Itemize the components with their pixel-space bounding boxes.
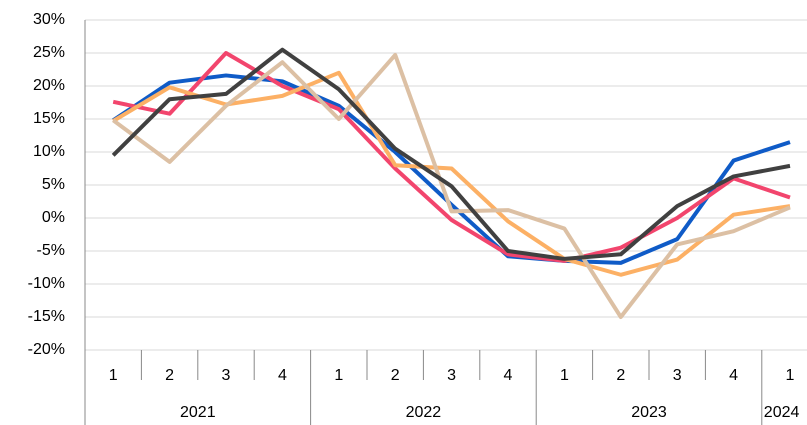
x-tick-label: 3	[447, 367, 456, 384]
x-tick-label: 1	[109, 367, 118, 384]
y-tick-label: 10%	[33, 143, 65, 160]
y-tick-label: -20%	[28, 341, 65, 358]
y-tick-label: 15%	[33, 110, 65, 127]
series-line	[111, 47, 791, 261]
series-line	[112, 70, 791, 277]
group-label: 2021	[180, 404, 216, 421]
y-tick-label: -10%	[28, 275, 65, 292]
y-tick-label: 0%	[42, 209, 65, 226]
x-tick-label: 2	[391, 367, 400, 384]
x-tick-label: 1	[786, 367, 795, 384]
x-tick-label: 2	[165, 367, 174, 384]
x-tick-label: 2	[616, 367, 625, 384]
y-tick-label: -5%	[37, 242, 65, 259]
x-tick-label: 1	[560, 367, 569, 384]
group-label: 2023	[631, 404, 667, 421]
x-tick-label: 4	[504, 367, 513, 384]
x-tick-label: 4	[729, 367, 738, 384]
y-tick-label: -15%	[28, 308, 65, 325]
y-tick-label: 25%	[33, 44, 65, 61]
y-tick-label: 20%	[33, 77, 65, 94]
series-line	[112, 73, 791, 265]
x-tick-label: 3	[673, 367, 682, 384]
group-label: 2024	[764, 404, 800, 421]
series-line	[112, 51, 791, 263]
x-tick-label: 3	[222, 367, 231, 384]
group-label: 2022	[406, 404, 442, 421]
series-line	[112, 52, 791, 319]
y-tick-label: 30%	[33, 11, 65, 28]
x-tick-label: 1	[334, 367, 343, 384]
y-tick-label: 5%	[42, 176, 65, 193]
x-tick-label: 4	[278, 367, 287, 384]
